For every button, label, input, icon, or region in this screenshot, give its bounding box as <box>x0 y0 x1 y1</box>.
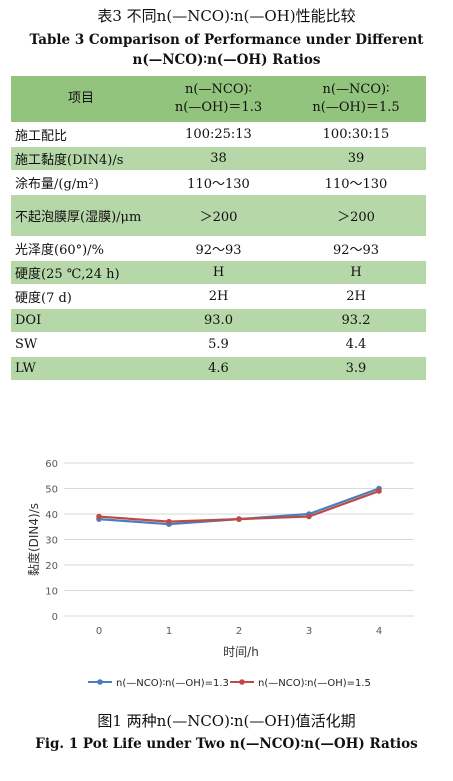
table-cell: ＞200 <box>151 194 286 236</box>
table-row: 不起泡膜厚(湿膜)/μm ＞200 ＞200 <box>11 194 426 236</box>
performance-table: 项目 n(—NCO)∶ n(—OH)＝1.3 n(—NCO)∶ n(—OH)＝1… <box>11 76 426 381</box>
table-row: 硬度(7 d) 2H 2H <box>11 284 426 308</box>
table-header-row: 项目 n(—NCO)∶ n(—OH)＝1.3 n(—NCO)∶ n(—OH)＝1… <box>11 76 426 122</box>
table-cell: 4.6 <box>151 356 286 380</box>
table-cell: 施工配比 <box>15 128 68 144</box>
table-cell: 100:25:13 <box>185 126 252 142</box>
figure-title-cn: 图1 两种n(—NCO)∶n(—OH)值活化期 <box>97 712 356 730</box>
y-tick-label: 0 <box>52 612 58 623</box>
legend-label-2: n(—NCO)∶n(—OH)=1.5 <box>258 678 371 689</box>
table-cell: 92～93 <box>195 242 242 258</box>
y-tick-label: 40 <box>45 510 58 521</box>
x-tick-label: 2 <box>236 626 242 637</box>
table-title-en: Table 3 Comparison of Performance under … <box>29 32 424 48</box>
header-ratio-1-5: n(—NCO)∶ n(—OH)＝1.5 <box>286 76 426 122</box>
header-item: 项目 <box>11 76 151 122</box>
legend-marker-2 <box>239 679 245 685</box>
legend-marker-1 <box>97 679 103 685</box>
table-cell: 4.4 <box>345 336 367 352</box>
y-tick-label: 30 <box>45 536 58 547</box>
table-cell: 3.9 <box>286 356 426 380</box>
figure-title-en: Fig. 1 Pot Life under Two n(—NCO)∶n(—OH)… <box>35 736 418 752</box>
table-row: DOI 93.0 93.2 <box>11 308 426 332</box>
data-point <box>376 488 382 494</box>
table-cell: 不起泡膜厚(湿膜)/μm <box>11 194 151 236</box>
pot-life-chart: 0 10 20 30 40 50 60 0 1 2 3 4 时间/h 黏度(DIN4)/s n(—NCO)∶… <box>26 459 414 689</box>
table-row: SW 5.9 4.4 <box>11 332 426 356</box>
table-cell: 92～93 <box>332 242 380 258</box>
table-cell: 施工黏度(DIN4)/s <box>11 146 151 170</box>
table-row: 施工黏度(DIN4)/s 38 39 <box>11 146 426 170</box>
x-tick-label: 0 <box>96 626 102 637</box>
table-title-cn: 表3 不同n(—NCO)∶n(—OH)性能比较 <box>97 7 356 25</box>
legend-label-1: n(—NCO)∶n(—OH)=1.3 <box>116 678 229 689</box>
table-cell: H <box>286 260 426 284</box>
table-row: 施工配比 100:25:13 100:30:15 <box>11 122 426 146</box>
table-row: 硬度(25 ℃,24 h) H H <box>11 260 426 284</box>
table-cell: DOI <box>11 308 151 332</box>
x-tick-label: 4 <box>376 626 382 637</box>
table-cell: 硬度(25 ℃,24 h) <box>11 260 151 284</box>
table-cell: H <box>151 260 286 284</box>
table-cell: ＞200 <box>286 194 426 236</box>
x-tick-label: 1 <box>166 626 172 637</box>
table-cell: 110～130 <box>324 176 388 192</box>
table-row: 光泽度(60°)/% 92～93 92～93 <box>11 236 426 260</box>
table-cell: 5.9 <box>208 336 229 352</box>
y-axis-label: 黏度(DIN4)/s <box>26 503 41 576</box>
y-tick-label: 50 <box>45 485 58 496</box>
x-tick-label: 3 <box>306 626 312 637</box>
x-axis-label: 时间/h <box>223 645 259 659</box>
table-cell: 93.0 <box>151 308 286 332</box>
table-cell: 2H <box>346 288 366 304</box>
table-cell: 涂布量/(g/m²) <box>15 176 99 192</box>
data-point <box>166 518 172 525</box>
table-row: LW 4.6 3.9 <box>11 356 426 380</box>
y-tick-label: 10 <box>45 587 58 598</box>
data-point <box>236 516 242 522</box>
data-point <box>96 513 102 520</box>
data-point <box>306 513 312 520</box>
y-tick-label: 60 <box>45 459 58 470</box>
header-ratio-1-3: n(—NCO)∶ n(—OH)＝1.3 <box>151 76 286 122</box>
table-cell: 93.2 <box>286 308 426 332</box>
table-cell: SW <box>15 336 38 352</box>
table-cell: 39 <box>286 146 426 170</box>
table-row: 涂布量/(g/m²) 110～130 110～130 <box>11 170 426 194</box>
y-tick-label: 20 <box>45 561 58 572</box>
table-cell: 2H <box>208 288 229 304</box>
table-cell: LW <box>11 356 151 380</box>
table-cell: 硬度(7 d) <box>15 290 72 306</box>
table-cell: 38 <box>151 146 286 170</box>
table-title-en-2: n(—NCO)∶n(—OH) Ratios <box>132 52 321 68</box>
table-cell: 100:30:15 <box>322 126 390 142</box>
table-cell: 110～130 <box>187 176 250 192</box>
table-cell: 光泽度(60°)/% <box>15 242 104 258</box>
